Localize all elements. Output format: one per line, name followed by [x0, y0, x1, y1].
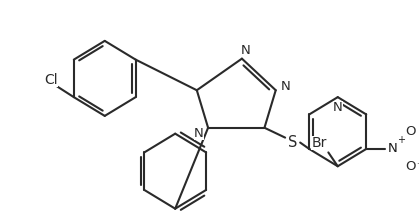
Text: N: N	[194, 127, 204, 140]
Text: N: N	[241, 44, 251, 57]
Text: +: +	[397, 135, 405, 145]
Text: N: N	[388, 143, 397, 156]
Text: O: O	[405, 160, 416, 173]
Text: Cl: Cl	[44, 73, 58, 87]
Text: N: N	[333, 100, 343, 114]
Text: O: O	[405, 125, 416, 138]
Text: Br: Br	[311, 136, 327, 149]
Text: ⁻: ⁻	[416, 162, 419, 172]
Text: S: S	[288, 135, 297, 150]
Text: N: N	[280, 80, 290, 93]
